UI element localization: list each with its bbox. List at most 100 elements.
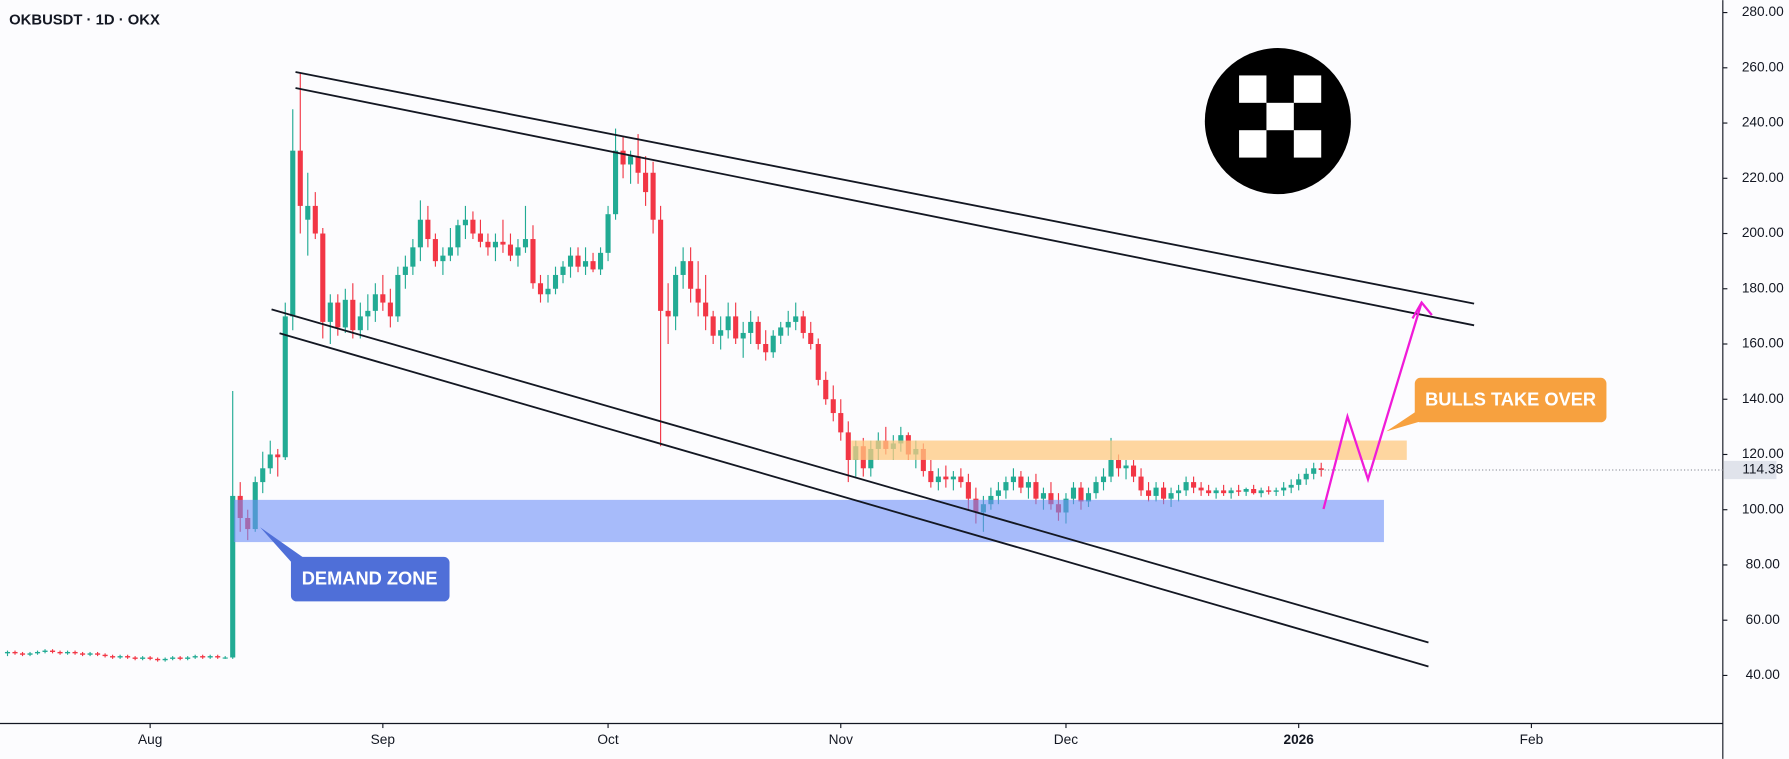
y-tick-label: 200.00: [1742, 225, 1784, 240]
candle-body: [658, 219, 664, 311]
candle-body: [950, 476, 956, 480]
candle-body: [1070, 487, 1077, 499]
y-tick-label: 60.00: [1746, 612, 1781, 627]
candle-body: [177, 657, 183, 659]
x-tick-label: Aug: [138, 732, 162, 747]
candle-body: [34, 651, 41, 654]
x-tick-label: 2026: [1283, 732, 1314, 747]
candle-body: [170, 657, 176, 659]
candle-body: [117, 656, 123, 658]
candle-body: [65, 651, 71, 654]
candle-body: [335, 302, 341, 328]
candle-body: [1130, 465, 1137, 477]
candle-body: [1288, 484, 1294, 488]
candle-body: [650, 172, 656, 220]
last-price-box: [1723, 460, 1777, 480]
candle-body: [1123, 465, 1129, 469]
candle-body: [710, 316, 716, 336]
candle-body: [1138, 476, 1144, 491]
candle-body: [395, 274, 401, 317]
y-tick-label: 160.00: [1742, 336, 1784, 351]
x-tick-label: Feb: [1520, 732, 1544, 747]
candle-body: [110, 656, 116, 658]
trend-line: [295, 71, 1475, 305]
candle-body: [447, 247, 453, 256]
candle-body: [800, 316, 806, 333]
trend-line: [279, 332, 1429, 668]
x-tick-label: Dec: [1054, 732, 1078, 747]
candle-body: [80, 653, 86, 655]
candle-body: [1266, 490, 1272, 492]
candle-body: [1078, 487, 1084, 502]
candle-body: [207, 656, 213, 658]
candle-body: [140, 657, 146, 659]
candle-body: [590, 261, 596, 270]
candle-body: [4, 651, 11, 654]
candle-body: [522, 239, 529, 248]
candle-body: [222, 657, 228, 659]
candle-body: [635, 156, 641, 173]
candle-body: [680, 261, 686, 275]
candle-body: [778, 327, 784, 336]
candle-body: [1303, 473, 1309, 480]
candle-body: [943, 476, 949, 480]
candle-body: [1228, 490, 1234, 494]
candle-body: [597, 252, 604, 270]
candle-body: [785, 321, 791, 328]
candle-body: [537, 283, 544, 295]
candle-body: [628, 156, 634, 165]
projection-arrowhead: [1411, 300, 1433, 320]
candle-body: [1281, 487, 1287, 491]
candle-body: [567, 255, 574, 267]
candle-body: [1296, 479, 1302, 485]
trend-line: [271, 308, 1429, 644]
demand-callout: DEMAND ZONE: [260, 527, 450, 602]
candle-body: [485, 241, 491, 248]
candle-body: [455, 225, 461, 248]
candle-body: [1198, 487, 1204, 491]
candle-body: [125, 656, 131, 658]
candle-body: [162, 658, 168, 661]
candle-body: [312, 205, 318, 234]
candle-body: [1153, 487, 1159, 496]
candle-body: [372, 294, 378, 311]
annotation: DEMAND ZONE: [302, 568, 438, 589]
candle-body: [770, 335, 776, 353]
candle-body: [695, 288, 701, 303]
candle-body: [560, 266, 566, 275]
candle-body: [200, 656, 206, 658]
candle-body: [733, 316, 739, 339]
y-tick-label: 40.00: [1746, 667, 1781, 682]
candle-body: [402, 266, 408, 275]
candle-body: [342, 299, 348, 328]
candle-body: [27, 653, 33, 655]
candle-body: [995, 490, 1001, 496]
candle-body: [350, 299, 356, 331]
candle-body: [365, 310, 371, 317]
candle-body: [49, 650, 56, 652]
candle-body: [1040, 493, 1047, 499]
candle-body: [808, 332, 814, 345]
x-tick-label: Oct: [597, 732, 618, 747]
candle-body: [838, 413, 844, 433]
candle-body: [1010, 476, 1016, 483]
candle-body: [815, 344, 821, 380]
candle-body: [1161, 487, 1167, 499]
candle-body: [1033, 482, 1039, 499]
candle-body: [1115, 460, 1122, 469]
candle-body: [102, 654, 108, 657]
candle-body: [920, 448, 926, 472]
y-tick-label: 180.00: [1742, 280, 1784, 295]
candle-body: [605, 214, 611, 253]
candle-body: [192, 656, 198, 658]
candle-body: [1176, 490, 1182, 494]
candle-body: [72, 651, 78, 654]
candle-body: [643, 172, 649, 193]
candle-body: [1243, 489, 1249, 492]
candle-body: [748, 321, 754, 333]
resistance-zone: [851, 440, 1407, 460]
candle-body: [1003, 482, 1009, 491]
candle-body: [327, 302, 333, 322]
